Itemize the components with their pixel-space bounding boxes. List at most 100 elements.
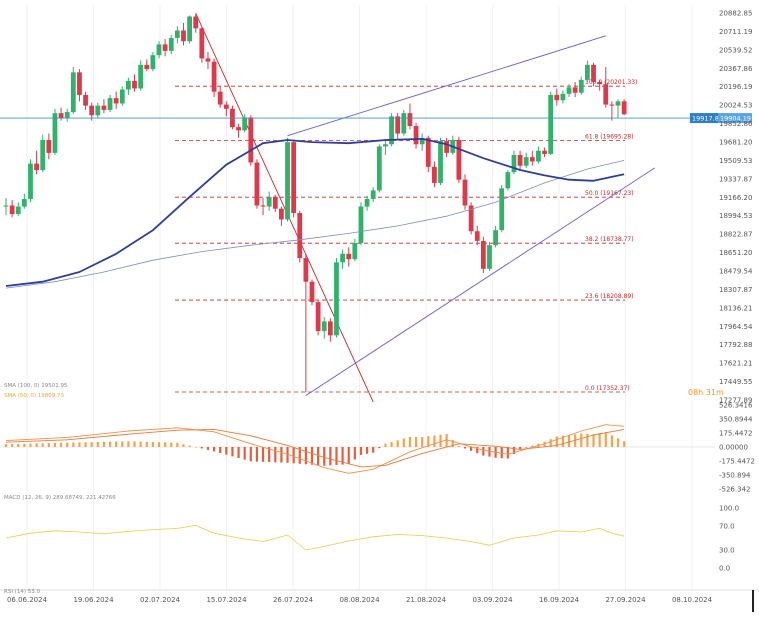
candle-down[interactable] bbox=[413, 126, 419, 145]
candle-down[interactable] bbox=[77, 72, 82, 95]
candle-down[interactable] bbox=[554, 94, 560, 101]
candle-up[interactable] bbox=[242, 117, 248, 131]
candle-down[interactable] bbox=[162, 44, 168, 51]
candle-up[interactable] bbox=[334, 262, 339, 336]
candle-up[interactable] bbox=[419, 137, 425, 145]
candle-down[interactable] bbox=[432, 166, 437, 183]
candle-up[interactable] bbox=[126, 80, 131, 90]
candle-up[interactable] bbox=[52, 113, 58, 153]
candle-up[interactable] bbox=[64, 112, 70, 119]
candle-down[interactable] bbox=[144, 64, 150, 70]
candle-up[interactable] bbox=[566, 87, 572, 94]
candle-up[interactable] bbox=[285, 142, 290, 220]
candle-down[interactable] bbox=[132, 80, 137, 89]
candle-up[interactable] bbox=[70, 72, 76, 113]
candle-up[interactable] bbox=[266, 196, 272, 207]
candle-down[interactable] bbox=[272, 196, 278, 209]
candle-down[interactable] bbox=[621, 101, 627, 115]
candle-down[interactable] bbox=[211, 61, 217, 92]
candle-up[interactable] bbox=[28, 163, 33, 200]
candle-down[interactable] bbox=[456, 139, 462, 180]
candle-up[interactable] bbox=[438, 141, 443, 183]
candle-down[interactable] bbox=[34, 163, 39, 171]
candle-up[interactable] bbox=[187, 16, 192, 42]
candle-down[interactable] bbox=[425, 137, 431, 167]
candle-up[interactable] bbox=[389, 116, 394, 145]
candle-up[interactable] bbox=[615, 101, 621, 106]
candle-up[interactable] bbox=[168, 37, 174, 51]
candle-down[interactable] bbox=[236, 127, 241, 131]
candle-up[interactable] bbox=[511, 155, 517, 173]
candle-down[interactable] bbox=[9, 205, 15, 215]
candle-up[interactable] bbox=[578, 79, 584, 93]
candle-down[interactable] bbox=[395, 116, 401, 134]
candle-up[interactable] bbox=[352, 243, 358, 260]
candle-up[interactable] bbox=[585, 64, 590, 80]
candle-down[interactable] bbox=[474, 231, 480, 241]
candle-down[interactable] bbox=[217, 91, 223, 105]
candle-up[interactable] bbox=[174, 30, 180, 38]
candle-down[interactable] bbox=[199, 28, 205, 59]
candle-up[interactable] bbox=[548, 94, 554, 154]
candle-down[interactable] bbox=[58, 113, 64, 119]
candle-down[interactable] bbox=[89, 105, 95, 116]
candle-up[interactable] bbox=[107, 98, 113, 110]
candle-down[interactable] bbox=[480, 240, 486, 269]
candle-up[interactable] bbox=[21, 199, 27, 207]
candle-down[interactable] bbox=[181, 30, 186, 42]
candle-up[interactable] bbox=[138, 64, 144, 89]
candle-down[interactable] bbox=[83, 94, 88, 106]
candle-down[interactable] bbox=[591, 64, 596, 83]
candle-up[interactable] bbox=[40, 139, 46, 171]
candle-up[interactable] bbox=[150, 55, 156, 70]
candle-up[interactable] bbox=[499, 188, 505, 231]
candle-down[interactable] bbox=[309, 281, 315, 303]
candle-down[interactable] bbox=[205, 58, 211, 62]
candle-up[interactable] bbox=[493, 230, 498, 246]
candlesticks[interactable] bbox=[3, 13, 627, 393]
candle-down[interactable] bbox=[248, 117, 254, 163]
candle-down[interactable] bbox=[597, 82, 603, 85]
candle-down[interactable] bbox=[303, 258, 309, 282]
candle-down[interactable] bbox=[113, 98, 119, 104]
candle-up[interactable] bbox=[487, 245, 492, 269]
candle-up[interactable] bbox=[523, 157, 529, 166]
candle-down[interactable] bbox=[297, 212, 303, 259]
candle-down[interactable] bbox=[609, 104, 615, 106]
candle-down[interactable] bbox=[254, 162, 260, 206]
candle-down[interactable] bbox=[444, 141, 450, 153]
candle-down[interactable] bbox=[327, 321, 333, 336]
candle-up[interactable] bbox=[95, 105, 101, 116]
candle-down[interactable] bbox=[223, 104, 229, 109]
candle-up[interactable] bbox=[370, 190, 376, 200]
candle-up[interactable] bbox=[119, 89, 125, 104]
candle-down[interactable] bbox=[291, 142, 297, 213]
candle-up[interactable] bbox=[340, 253, 345, 263]
candle-down[interactable] bbox=[572, 87, 578, 93]
candle-down[interactable] bbox=[315, 302, 321, 332]
candle-down[interactable] bbox=[346, 253, 352, 260]
candle-up[interactable] bbox=[383, 144, 388, 147]
candle-down[interactable] bbox=[468, 205, 474, 232]
candle-up[interactable] bbox=[358, 206, 364, 244]
candle-up[interactable] bbox=[401, 113, 407, 134]
candle-up[interactable] bbox=[560, 93, 566, 101]
candle-up[interactable] bbox=[321, 321, 327, 332]
candle-down[interactable] bbox=[193, 16, 199, 29]
candle-up[interactable] bbox=[505, 172, 511, 189]
candle-up[interactable] bbox=[376, 146, 382, 191]
candle-down[interactable] bbox=[407, 113, 413, 127]
candle-down[interactable] bbox=[279, 208, 284, 220]
candle-down[interactable] bbox=[517, 155, 523, 166]
macd-panel[interactable] bbox=[0, 424, 715, 474]
candle-down[interactable] bbox=[101, 105, 107, 110]
candle-down[interactable] bbox=[542, 150, 547, 154]
candle-down[interactable] bbox=[529, 157, 535, 162]
candle-up[interactable] bbox=[3, 205, 9, 207]
candle-down[interactable] bbox=[260, 205, 266, 207]
candle-up[interactable] bbox=[364, 199, 370, 207]
candle-up[interactable] bbox=[536, 150, 541, 162]
candle-down[interactable] bbox=[462, 179, 468, 206]
candle-up[interactable] bbox=[156, 44, 162, 56]
